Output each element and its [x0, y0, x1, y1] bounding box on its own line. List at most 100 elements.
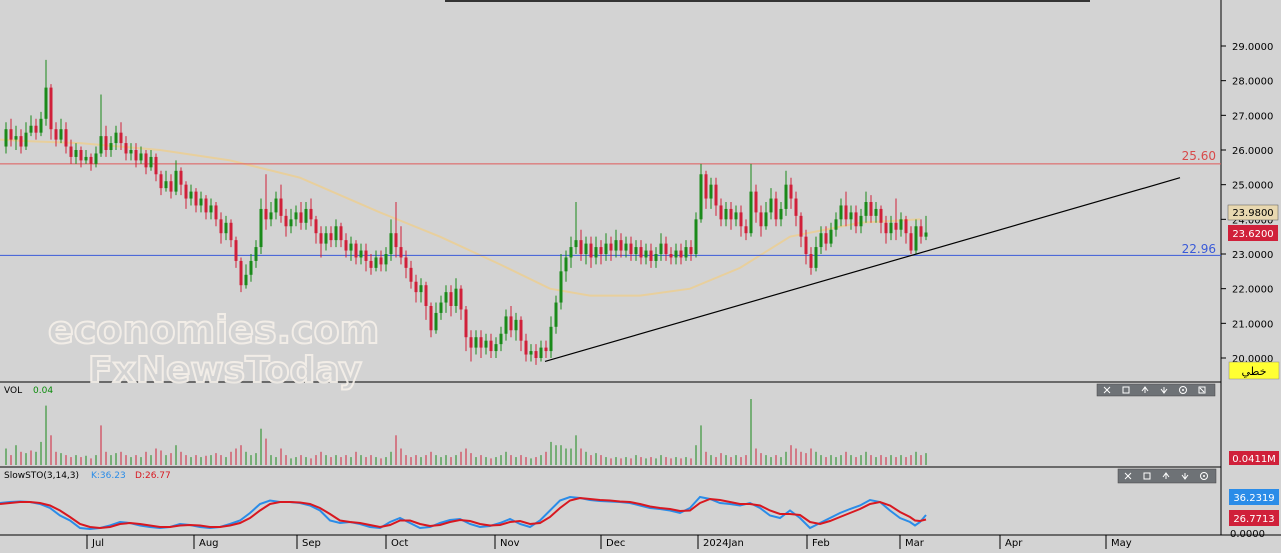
- volume-bar: [130, 457, 132, 465]
- close-icon[interactable]: [1198, 386, 1206, 394]
- x-tick-label: Aug: [199, 538, 219, 549]
- volume-bar: [840, 455, 842, 465]
- volume-bar: [245, 451, 247, 465]
- trendline-layer[interactable]: [544, 177, 1181, 363]
- moving-average-layer: [0, 138, 921, 297]
- y-tick-label: 23.0000: [1232, 250, 1273, 261]
- volume-value: 0.04: [33, 386, 53, 396]
- candle: [459, 285, 463, 320]
- candle: [844, 191, 848, 227]
- volume-bar: [490, 458, 492, 465]
- volume-bar: [600, 455, 602, 465]
- ascending-trendline[interactable]: [544, 177, 1181, 363]
- volume-bar: [330, 457, 332, 465]
- candle: [409, 260, 413, 289]
- volume-bar: [220, 455, 222, 465]
- candle: [244, 264, 248, 289]
- candle: [729, 202, 733, 230]
- volume-bar: [435, 455, 437, 465]
- volume-bar: [750, 399, 752, 465]
- volume-bar: [75, 455, 77, 465]
- arrow-down-icon[interactable]: [1181, 473, 1189, 480]
- candle: [794, 191, 798, 227]
- candle: [454, 278, 458, 313]
- candle: [444, 285, 448, 313]
- volume-bar: [715, 457, 717, 465]
- volume-bar: [575, 435, 577, 465]
- candle: [79, 146, 83, 168]
- volume-bar: [30, 450, 32, 465]
- volume-bar: [230, 451, 232, 465]
- volume-bar: [770, 457, 772, 465]
- candle: [584, 236, 588, 265]
- volume-bar: [820, 455, 822, 465]
- resistance-label: 25.60: [1182, 149, 1216, 163]
- volume-axis-badge: 0.0411M: [1229, 451, 1279, 465]
- candle: [424, 281, 428, 320]
- volume-bar: [635, 455, 637, 465]
- maximize-icon[interactable]: [1124, 472, 1132, 480]
- window-icon[interactable]: [1143, 472, 1151, 480]
- volume-bar: [640, 457, 642, 465]
- volume-bar: [170, 453, 172, 465]
- candle: [349, 236, 353, 261]
- candle: [184, 181, 188, 209]
- arrow-down-icon[interactable]: [1160, 387, 1168, 394]
- candle: [824, 226, 828, 251]
- settings-icon[interactable]: [1200, 472, 1208, 480]
- candle: [544, 340, 548, 358]
- volume-panel-toolbar: [1096, 383, 1216, 397]
- stoch-k-line: [0, 495, 927, 531]
- volume-bar: [875, 457, 877, 465]
- candle: [9, 118, 13, 147]
- candle: [764, 202, 768, 230]
- candle: [739, 205, 743, 237]
- volume-bar: [730, 457, 732, 465]
- arrow-up-icon[interactable]: [1141, 386, 1149, 393]
- candle: [804, 229, 808, 265]
- candle: [189, 184, 193, 206]
- last-price-text: 23.6200: [1232, 229, 1273, 240]
- candle: [119, 122, 123, 150]
- candle: [859, 208, 863, 234]
- volume-bar: [370, 455, 372, 465]
- settings-icon[interactable]: [1179, 386, 1187, 394]
- chart-mode-badge[interactable]: خطي: [1228, 361, 1280, 380]
- candle: [514, 312, 518, 341]
- candle: [649, 243, 653, 268]
- window-icon[interactable]: [1122, 386, 1130, 394]
- volume-bar: [275, 457, 277, 465]
- volume-bar: [510, 455, 512, 465]
- volume-bar: [135, 455, 137, 465]
- volume-bar: [260, 428, 262, 465]
- candle: [704, 170, 708, 209]
- volume-bar: [60, 453, 62, 465]
- volume-bar: [450, 457, 452, 465]
- candle: [464, 306, 468, 352]
- arrow-up-icon[interactable]: [1162, 472, 1170, 479]
- candle: [634, 240, 638, 261]
- volume-bar: [400, 448, 402, 465]
- candle: [94, 146, 98, 168]
- volume-bar: [420, 457, 422, 465]
- volume-bar: [915, 451, 917, 465]
- x-tick-label: Apr: [1005, 538, 1023, 549]
- volume-bar: [780, 457, 782, 465]
- candle: [254, 240, 258, 268]
- stoch-panel-toolbar: [1117, 468, 1217, 484]
- volume-bar: [515, 457, 517, 465]
- volume-title: VOL: [4, 386, 22, 396]
- volume-bar: [165, 455, 167, 465]
- maximize-icon[interactable]: [1103, 386, 1111, 394]
- stoch-axis-zero: 0.0000: [1230, 529, 1265, 540]
- volume-bar: [5, 448, 7, 465]
- volume-bar: [45, 405, 47, 465]
- volume-bar: [595, 453, 597, 465]
- candle: [164, 170, 168, 192]
- candle: [19, 129, 23, 154]
- volume-bar: [825, 457, 827, 465]
- volume-bar: [910, 455, 912, 465]
- candle: [304, 202, 308, 230]
